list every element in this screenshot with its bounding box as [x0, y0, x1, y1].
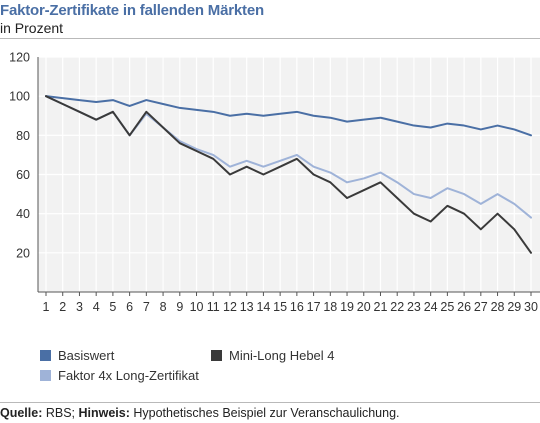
x-tick-label-7: 7: [143, 300, 150, 314]
legend-label-faktor: Faktor 4x Long-Zertifikat: [58, 368, 199, 383]
x-tick-label-27: 27: [474, 300, 488, 314]
y-tick-label-100: 100: [9, 90, 30, 104]
x-tick-label-30: 30: [524, 300, 538, 314]
source-label: Quelle:: [0, 406, 43, 420]
x-tick-label-12: 12: [223, 300, 237, 314]
x-tick-label-17: 17: [307, 300, 321, 314]
x-tick-label-8: 8: [160, 300, 167, 314]
x-tick-label-15: 15: [273, 300, 287, 314]
legend-label-basiswert: Basiswert: [58, 348, 115, 363]
x-tick-label-10: 10: [190, 300, 204, 314]
note-label: Hinweis:: [78, 406, 130, 420]
source-note: Quelle: RBS; Hinweis: Hypothetisches Bei…: [0, 406, 400, 420]
x-tick-label-16: 16: [290, 300, 304, 314]
x-tick-label-9: 9: [176, 300, 183, 314]
source-value: RBS;: [42, 406, 79, 420]
legend-item-basiswert: Basiswert: [40, 348, 114, 363]
y-tick-label-20: 20: [16, 246, 30, 260]
legend-label-mini-long: Mini-Long Hebel 4: [229, 348, 335, 363]
chart-legend: Basiswert Mini-Long Hebel 4 Faktor 4x Lo…: [0, 344, 540, 394]
legend-swatch-mini-long: [211, 350, 222, 361]
x-tick-label-4: 4: [93, 300, 100, 314]
x-tick-label-26: 26: [457, 300, 471, 314]
x-tick-label-11: 11: [207, 300, 220, 314]
x-tick-label-18: 18: [323, 300, 337, 314]
x-tick-label-25: 25: [440, 300, 454, 314]
bottom-divider: [0, 402, 540, 403]
legend-swatch-faktor: [40, 370, 51, 381]
y-tick-label-40: 40: [16, 207, 30, 221]
legend-item-mini-long: Mini-Long Hebel 4: [211, 348, 335, 363]
y-tick-label-120: 120: [9, 51, 30, 65]
x-tick-label-6: 6: [126, 300, 133, 314]
legend-swatch-basiswert: [40, 350, 51, 361]
x-tick-label-29: 29: [507, 300, 521, 314]
x-tick-label-21: 21: [374, 300, 388, 314]
chart-title: Faktor-Zertifikate in fallenden Märkten: [0, 2, 264, 19]
legend-item-faktor: Faktor 4x Long-Zertifikat: [40, 368, 199, 383]
x-tick-label-5: 5: [109, 300, 116, 314]
y-tick-label-80: 80: [16, 129, 30, 143]
top-divider: [0, 38, 540, 39]
x-tick-label-1: 1: [43, 300, 50, 314]
x-tick-label-22: 22: [390, 300, 404, 314]
x-tick-label-3: 3: [76, 300, 83, 314]
x-tick-label-28: 28: [491, 300, 505, 314]
x-tick-label-24: 24: [424, 300, 438, 314]
x-tick-label-23: 23: [407, 300, 421, 314]
x-tick-label-20: 20: [357, 300, 371, 314]
x-tick-label-14: 14: [256, 300, 270, 314]
x-tick-label-19: 19: [340, 300, 354, 314]
y-tick-label-60: 60: [16, 168, 30, 182]
x-tick-label-13: 13: [240, 300, 254, 314]
note-value: Hypothetisches Beispiel zur Veranschauli…: [129, 406, 400, 420]
x-tick-label-2: 2: [59, 300, 66, 314]
series-line-basiswert: [45, 95, 532, 137]
chart-subtitle: in Prozent: [0, 20, 64, 36]
series-line-mini-long-hebel-4: [45, 95, 532, 254]
